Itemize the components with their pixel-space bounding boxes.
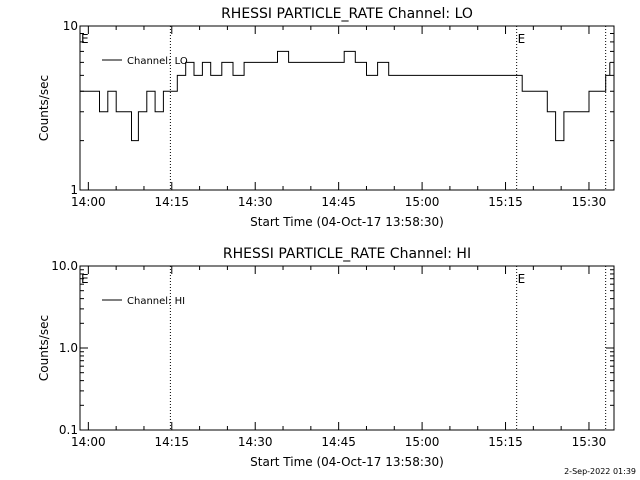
x-tick-label: 14:30 bbox=[238, 435, 273, 449]
footer-timestamp: 2-Sep-2022 01:39 bbox=[564, 467, 636, 476]
y-tick-label: 0.1 bbox=[59, 423, 78, 437]
event-marker-label: E bbox=[518, 272, 526, 286]
x-axis-label: Start Time (04-Oct-17 13:58:30) bbox=[250, 215, 444, 229]
x-tick-label: 14:45 bbox=[321, 435, 356, 449]
x-tick-label: 15:15 bbox=[488, 435, 523, 449]
x-tick-label: 14:00 bbox=[71, 195, 106, 209]
y-tick-label: 1.0 bbox=[59, 341, 78, 355]
event-marker-label: E bbox=[81, 272, 89, 286]
x-tick-label: 15:30 bbox=[572, 195, 607, 209]
chart-title: RHESSI PARTICLE_RATE Channel: LO bbox=[221, 6, 473, 22]
legend-label: Channel: LO bbox=[127, 56, 188, 67]
y-tick-label: 10.0 bbox=[51, 259, 78, 273]
plot-frame bbox=[79, 25, 615, 191]
y-tick-label: 10 bbox=[63, 19, 78, 33]
legend-label: Channel: HI bbox=[127, 296, 185, 307]
x-tick-label: 15:00 bbox=[405, 435, 440, 449]
x-tick-label: 14:30 bbox=[238, 195, 273, 209]
plot-frame bbox=[79, 265, 615, 431]
y-tick-label: 1 bbox=[70, 183, 78, 197]
panel-hi: RHESSI PARTICLE_RATE Channel: HI Start Ti… bbox=[37, 246, 615, 469]
series-line bbox=[80, 50, 611, 142]
x-tick-label: 14:15 bbox=[154, 195, 189, 209]
x-axis-label: Start Time (04-Oct-17 13:58:30) bbox=[250, 455, 444, 469]
x-tick-label: 15:30 bbox=[572, 435, 607, 449]
panel-lo: RHESSI PARTICLE_RATE Channel: LO Start Ti… bbox=[37, 6, 615, 229]
x-tick-label: 14:45 bbox=[321, 195, 356, 209]
chart-title: RHESSI PARTICLE_RATE Channel: HI bbox=[223, 246, 471, 262]
event-marker-label: E bbox=[518, 32, 526, 46]
y-axis-label: Counts/sec bbox=[37, 75, 51, 141]
x-tick-label: 15:15 bbox=[488, 195, 523, 209]
event-marker-label: E bbox=[81, 32, 89, 46]
x-tick-label: 15:00 bbox=[405, 195, 440, 209]
x-tick-label: 14:00 bbox=[71, 435, 106, 449]
y-axis-label: Counts/sec bbox=[37, 315, 51, 381]
x-tick-label: 14:15 bbox=[154, 435, 189, 449]
